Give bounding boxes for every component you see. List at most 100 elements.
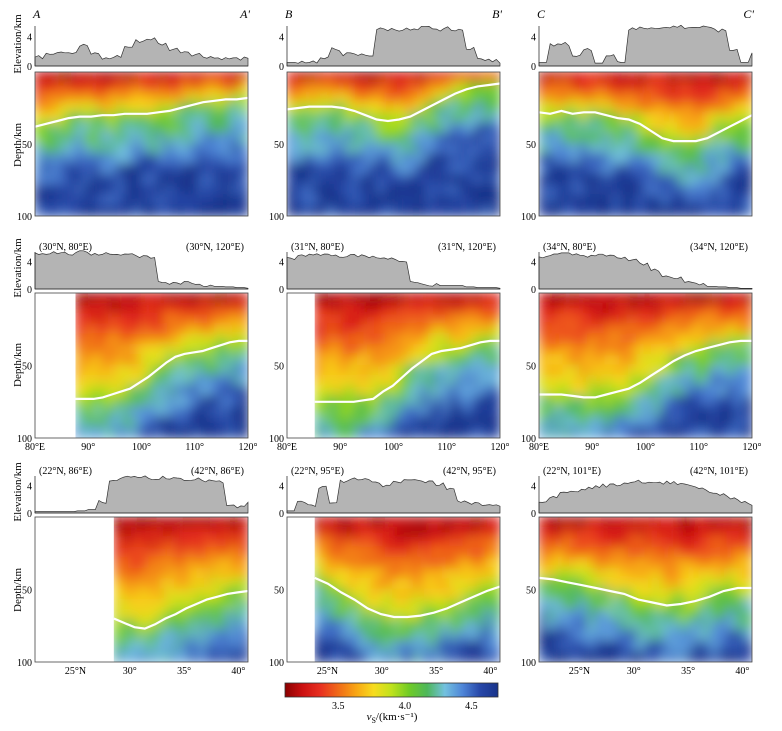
velocity-cell bbox=[370, 374, 380, 388]
velocity-cell bbox=[367, 184, 379, 197]
velocity-cell bbox=[710, 426, 721, 438]
velocity-cell bbox=[456, 385, 466, 398]
depth-tick-label: 100 bbox=[17, 434, 32, 445]
velocity-cell bbox=[50, 132, 61, 145]
velocity-cell bbox=[148, 81, 159, 94]
velocity-cell bbox=[413, 416, 423, 429]
velocity-cell bbox=[595, 374, 606, 388]
elevation-tick-label: 0 bbox=[531, 62, 536, 73]
velocity-cell bbox=[35, 91, 45, 104]
moho-line bbox=[286, 82, 501, 123]
velocity-cell bbox=[174, 557, 182, 570]
velocity-cell bbox=[611, 374, 622, 388]
velocity-cell bbox=[554, 91, 565, 104]
velocity-cell bbox=[335, 598, 345, 612]
velocity-cell bbox=[127, 374, 137, 388]
velocity-cell bbox=[376, 91, 387, 104]
velocity-cell bbox=[214, 204, 225, 216]
velocity-cell bbox=[174, 293, 183, 305]
velocity-cell bbox=[148, 609, 157, 622]
velocity-cell bbox=[466, 184, 477, 197]
velocity-cell bbox=[133, 650, 141, 662]
velocity-cell bbox=[554, 416, 565, 429]
velocity-cell bbox=[578, 395, 590, 408]
velocity-cell bbox=[491, 526, 500, 539]
velocity-cell bbox=[434, 405, 444, 419]
velocity-cell bbox=[449, 72, 461, 84]
velocity-cell bbox=[660, 293, 672, 305]
velocity-cell bbox=[200, 395, 210, 408]
velocity-cell bbox=[384, 143, 395, 156]
velocity-cell bbox=[349, 405, 359, 419]
velocity-cell bbox=[197, 91, 209, 104]
velocity-cell bbox=[644, 81, 655, 94]
velocity-cell bbox=[710, 578, 721, 591]
velocity-cell bbox=[213, 343, 223, 357]
velocity-cell bbox=[652, 163, 663, 176]
velocity-cell bbox=[179, 609, 188, 622]
velocity-cell bbox=[377, 557, 387, 570]
velocity-cell bbox=[726, 364, 737, 377]
velocity-cell bbox=[470, 333, 480, 346]
velocity-cell bbox=[400, 81, 411, 94]
velocity-cell bbox=[169, 640, 177, 653]
velocity-cell bbox=[327, 536, 338, 550]
velocity-cell bbox=[477, 517, 487, 529]
velocity-cell bbox=[124, 143, 135, 156]
elevation-tick-label: 0 bbox=[531, 285, 536, 296]
velocity-cell bbox=[238, 194, 248, 207]
velocity-cell bbox=[628, 385, 639, 398]
velocity-cell bbox=[181, 163, 192, 176]
velocity-cell bbox=[138, 609, 146, 622]
velocity-cell bbox=[377, 302, 387, 315]
velocity-cell bbox=[320, 567, 330, 581]
velocity-cell bbox=[66, 122, 77, 135]
velocity-cell bbox=[434, 374, 444, 388]
velocity-cell bbox=[554, 536, 565, 550]
velocity-cell bbox=[231, 557, 239, 570]
velocity-cell bbox=[127, 416, 137, 429]
velocity-cell bbox=[420, 416, 430, 429]
velocity-cell bbox=[434, 323, 444, 336]
velocity-cell bbox=[693, 426, 704, 438]
velocity-cell bbox=[189, 173, 200, 187]
velocity-cell bbox=[101, 374, 110, 388]
velocity-cell bbox=[685, 91, 696, 104]
velocity-cell bbox=[160, 302, 170, 315]
velocity-cell bbox=[189, 163, 200, 176]
velocity-cell bbox=[441, 112, 452, 125]
velocity-cell bbox=[539, 72, 549, 84]
velocity-cell bbox=[356, 302, 366, 315]
velocity-cell bbox=[693, 72, 704, 84]
velocity-cell bbox=[449, 547, 459, 560]
velocity-cell bbox=[113, 588, 120, 601]
velocity-cell bbox=[726, 578, 737, 591]
velocity-cell bbox=[413, 588, 423, 601]
velocity-cell bbox=[174, 640, 182, 653]
velocity-cell bbox=[636, 143, 647, 156]
velocity-cell bbox=[660, 364, 672, 377]
velocity-cell bbox=[701, 194, 713, 207]
velocity-cell bbox=[470, 354, 480, 367]
velocity-cell bbox=[214, 132, 225, 145]
velocity-cell bbox=[231, 619, 239, 632]
velocity-cell bbox=[143, 598, 151, 612]
velocity-cell bbox=[138, 578, 146, 591]
velocity-cell bbox=[222, 173, 233, 187]
velocity-cell bbox=[392, 101, 403, 115]
velocity-cell bbox=[491, 302, 500, 315]
velocity-cell bbox=[449, 364, 459, 377]
velocity-cell bbox=[636, 598, 647, 612]
velocity-cell bbox=[693, 536, 704, 550]
profile-end-label: C' bbox=[743, 7, 754, 21]
velocity-cell bbox=[185, 567, 193, 581]
velocity-cell bbox=[384, 640, 395, 653]
velocity-cell bbox=[562, 343, 573, 357]
velocity-cell bbox=[685, 374, 696, 388]
velocity-cell bbox=[413, 302, 423, 315]
velocity-cell bbox=[58, 184, 69, 197]
velocity-cell bbox=[693, 526, 704, 539]
velocity-cell bbox=[595, 405, 606, 419]
velocity-cell bbox=[441, 122, 452, 135]
velocity-cell bbox=[314, 609, 323, 622]
